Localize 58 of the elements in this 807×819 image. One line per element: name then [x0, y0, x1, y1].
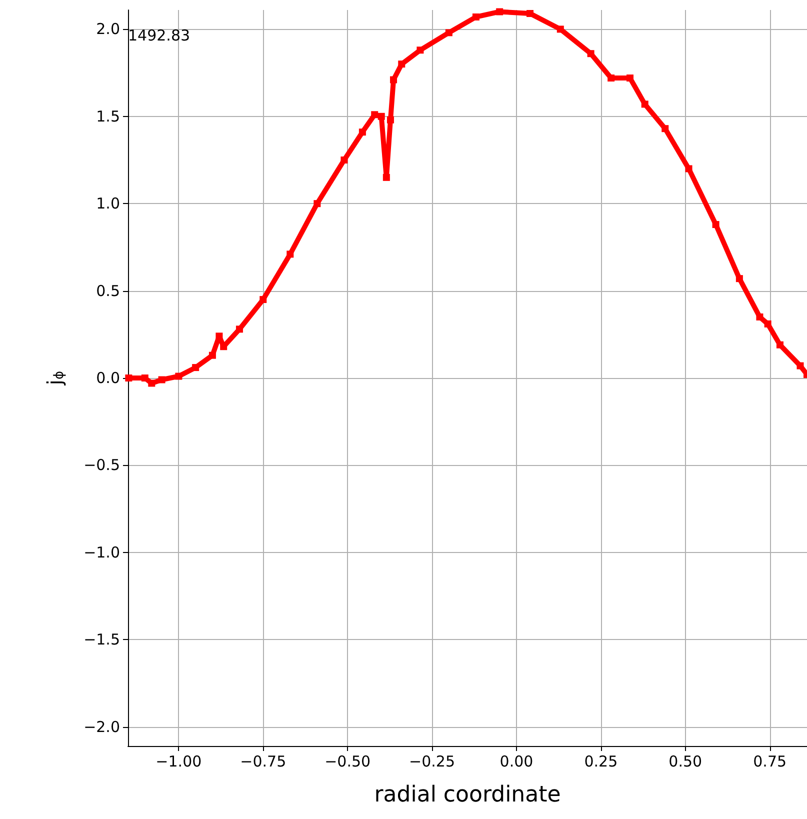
point: [587, 50, 594, 58]
point: [378, 112, 385, 120]
point: [626, 74, 634, 82]
y-tick-label: −2.0: [84, 718, 120, 736]
point: [398, 60, 406, 68]
point: [472, 13, 480, 20]
point: [756, 313, 764, 320]
x-tick-label: −0.75: [240, 752, 286, 770]
x-axis-title: radial coordinate: [374, 782, 561, 808]
point: [125, 374, 132, 382]
point: [776, 341, 784, 348]
x-tick-label: 0.50: [668, 752, 702, 770]
x-tick-label: 0.00: [500, 752, 534, 770]
point: [340, 156, 348, 164]
point: [608, 74, 615, 82]
point: [796, 362, 804, 370]
point: [286, 250, 294, 258]
y-tick-label: 2.0: [96, 20, 120, 38]
x-tick-label: −0.25: [409, 752, 456, 770]
y-tick-label: −1.5: [84, 630, 120, 649]
y-axis-title: jϕ: [42, 370, 67, 386]
point: [496, 8, 504, 16]
point: [358, 128, 366, 136]
y-tick-label: 0.0: [96, 369, 120, 387]
point: [685, 165, 692, 172]
point: [236, 326, 243, 333]
point: [148, 380, 156, 387]
point: [390, 76, 398, 84]
point: [141, 374, 148, 382]
point: [736, 275, 743, 282]
y-tick-label: 0.5: [96, 282, 120, 300]
x-tick-label: 0.25: [584, 752, 618, 770]
point: [158, 376, 166, 384]
y-tick-label: 1.5: [96, 107, 120, 126]
point: [260, 296, 267, 304]
point: [386, 116, 394, 124]
x-tick-label: 0.75: [753, 752, 787, 770]
point: [526, 10, 534, 17]
point: [382, 174, 390, 181]
point: [416, 46, 424, 54]
y-tick-label: −0.5: [84, 456, 120, 474]
point: [175, 372, 182, 380]
point: [208, 352, 216, 359]
point: [641, 100, 648, 108]
annotation: 1492.83: [128, 26, 190, 44]
x-tick-label: −0.50: [324, 752, 371, 770]
y-tick-label: −1.0: [84, 543, 120, 562]
x-tick-label: −1.00: [156, 752, 202, 770]
point: [662, 125, 669, 132]
point: [192, 364, 200, 372]
point: [314, 200, 321, 208]
point: [445, 29, 452, 36]
point: [371, 111, 378, 118]
point: [556, 26, 564, 33]
point: [764, 320, 772, 328]
point: [712, 221, 720, 228]
point: [216, 332, 223, 340]
y-tick-label: 1.0: [96, 194, 120, 213]
